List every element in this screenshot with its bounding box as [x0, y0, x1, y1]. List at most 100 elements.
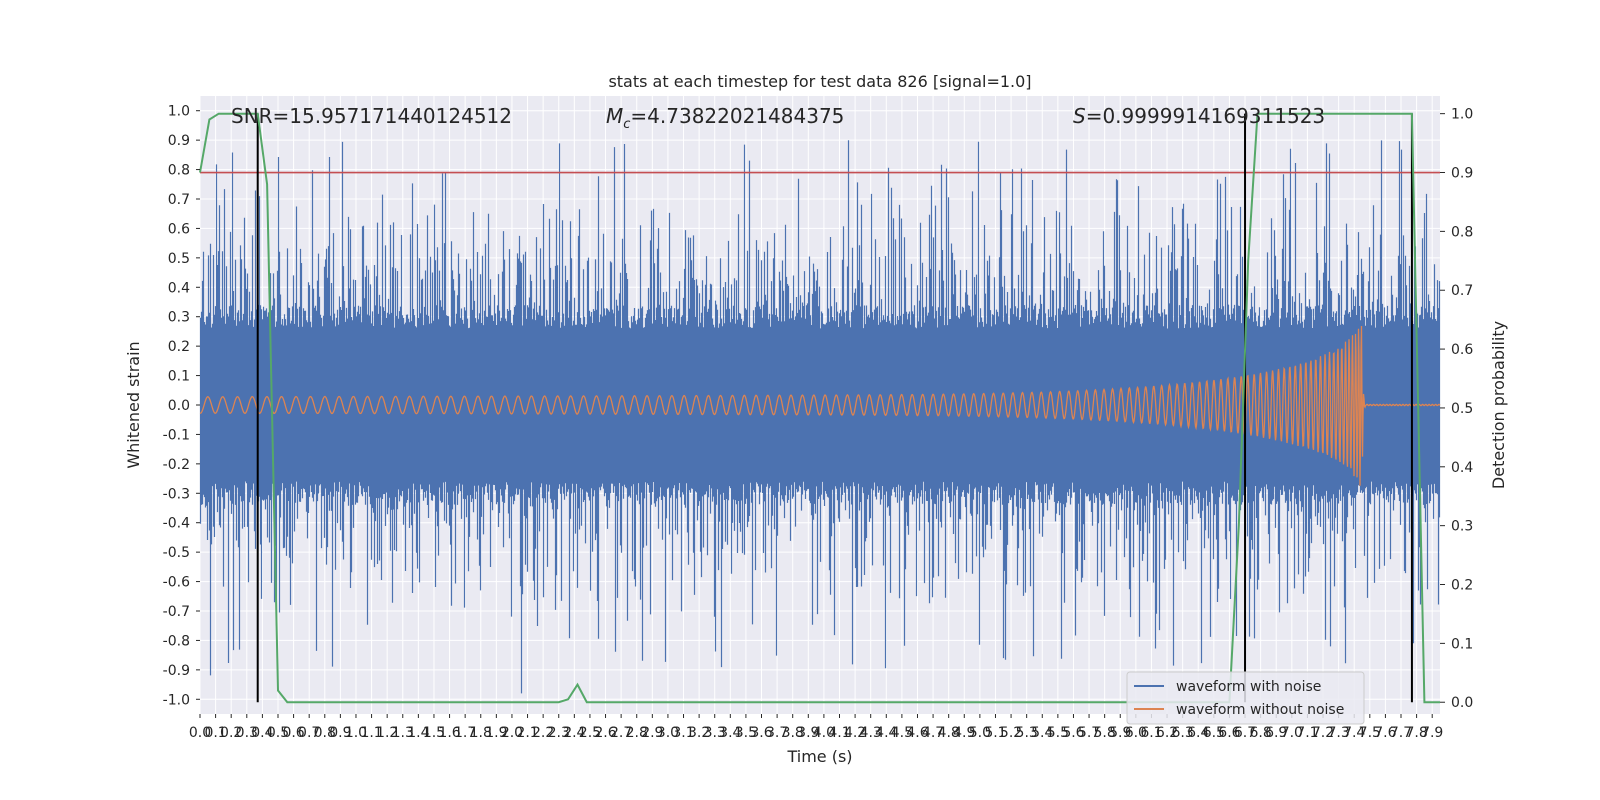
y-tick-label: 0.7 — [168, 192, 190, 208]
x-tick-label: 1.9 — [485, 725, 507, 741]
y-tick-label: 0.5 — [168, 251, 190, 267]
noisy-waveform-band — [200, 331, 1440, 479]
x-tick-label: 5.7 — [1078, 725, 1100, 741]
x-tick-label: 0.9 — [329, 725, 351, 741]
x-tick-label: 2.1 — [516, 725, 538, 741]
x-tick-label: 7.9 — [1421, 725, 1443, 741]
x-tick-label: 4.7 — [922, 725, 944, 741]
detection-probability-line — [199, 112, 1440, 704]
x-tick-label: 3.3 — [704, 725, 726, 741]
y2-ticks: 1.0 0.9 0.8 0.7 0.6 0.5 0.4 0.3 0.2 0.1 0.0 — [1440, 107, 1473, 711]
y-tick-label: 0.3 — [168, 310, 190, 326]
x-tick-label: 7.4 — [1343, 725, 1365, 741]
y2-tick-label: 0.0 — [1451, 695, 1473, 711]
x-tick-label: 3.0 — [657, 725, 679, 741]
x-tick-label: 2.5 — [579, 725, 601, 741]
x-tick-label: 4.6 — [906, 725, 928, 741]
x-tick-label: 3.6 — [750, 725, 772, 741]
y2-tick-label: 0.4 — [1451, 460, 1473, 476]
x-tick-label: 5.9 — [1109, 725, 1131, 741]
x-tick-label: 7.0 — [1281, 725, 1303, 741]
x-tick-label: 3.5 — [735, 725, 757, 741]
y2-axis-label: Detection probability — [1489, 321, 1508, 489]
x-axis-label: Time (s) — [786, 747, 852, 766]
x-tick-label: 0.6 — [282, 725, 304, 741]
x-tick-label: 5.6 — [1062, 725, 1084, 741]
legend-box — [1126, 671, 1365, 725]
y-axis-label: Whitened strain — [124, 341, 143, 468]
x-tick-label: 5.2 — [1000, 725, 1022, 741]
y-tick-label: -1.0 — [163, 692, 190, 708]
y-tick-label: 0.2 — [168, 339, 190, 355]
y-tick-label: -0.8 — [163, 633, 190, 649]
x-tick-label: 0.4 — [251, 725, 273, 741]
x-tick-label: 5.1 — [984, 725, 1006, 741]
y-tick-label: 0.0 — [168, 398, 190, 414]
y-tick-label: -0.9 — [163, 663, 190, 679]
x-tick-label: 1.0 — [345, 725, 367, 741]
x-tick-label: 5.5 — [1047, 725, 1069, 741]
x-tick-label: 4.5 — [891, 725, 913, 741]
x-tick-label: 2.0 — [501, 725, 523, 741]
x-tick-label: 2.9 — [641, 725, 663, 741]
y-tick-label: 1.0 — [168, 104, 190, 120]
x-tick-label: 6.7 — [1234, 725, 1256, 741]
y-tick-label: -0.6 — [163, 575, 190, 591]
x-tick-label: 3.9 — [797, 725, 819, 741]
x-tick-label: 5.8 — [1094, 725, 1116, 741]
y2-tick-label: 0.2 — [1451, 578, 1473, 594]
x-tick-label: 1.1 — [360, 725, 382, 741]
x-tick-label: 0.7 — [298, 725, 320, 741]
x-tick-label: 0.5 — [267, 725, 289, 741]
y-ticks: 1.0 0.9 0.8 0.7 0.6 0.5 0.4 0.3 0.2 0.1 0.0 -0.1 -0.… — [163, 104, 200, 708]
x-tick-label: 0.1 — [204, 725, 226, 741]
x-tick-label: 7.6 — [1374, 725, 1396, 741]
chirp-mass-annotation: Mc=4.73822021484375 — [606, 104, 844, 132]
x-tick-label: 3.2 — [688, 725, 710, 741]
x-tick-label: 4.0 — [813, 725, 835, 741]
x-tick-label: 1.6 — [438, 725, 460, 741]
x-tick-label: 1.2 — [376, 725, 398, 741]
x-tick-label: 2.8 — [626, 725, 648, 741]
x-tick-label: 0.2 — [220, 725, 242, 741]
x-ticks: 0.00.10.20.30.40.50.60.70.80.91.01.11.21… — [189, 714, 1443, 741]
x-tick-label: 7.5 — [1359, 725, 1381, 741]
y2-tick-label: 0.8 — [1451, 224, 1473, 240]
x-tick-label: 5.3 — [1016, 725, 1038, 741]
x-tick-label: 5.4 — [1031, 725, 1053, 741]
x-tick-label: 7.7 — [1390, 725, 1412, 741]
y-tick-label: -0.2 — [163, 457, 190, 473]
x-tick-label: 6.1 — [1140, 725, 1162, 741]
y2-tick-label: 0.7 — [1451, 283, 1473, 299]
y2-tick-label: 0.9 — [1451, 166, 1473, 182]
x-tick-label: 6.8 — [1249, 725, 1271, 741]
x-tick-label: 3.7 — [766, 725, 788, 741]
x-tick-label: 4.1 — [828, 725, 850, 741]
x-tick-label: 6.0 — [1125, 725, 1147, 741]
series-waveform-without-noise — [199, 325, 1441, 486]
x-tick-label: 3.1 — [672, 725, 694, 741]
score-value: =0.9999914169311523 — [1086, 104, 1325, 128]
x-tick-label: 7.1 — [1296, 725, 1318, 741]
x-tick-label: 1.4 — [407, 725, 429, 741]
chirp-mass-symbol: M — [606, 104, 623, 128]
y-tick-label: -0.4 — [163, 516, 190, 532]
y-tick-label: 0.9 — [168, 133, 190, 149]
chirp-mass-subscript: c — [623, 117, 630, 132]
x-tick-label: 1.7 — [454, 725, 476, 741]
x-tick-label: 2.6 — [594, 725, 616, 741]
x-tick-label: 6.2 — [1156, 725, 1178, 741]
y-tick-label: 0.6 — [168, 221, 190, 237]
clean-waveform-path — [199, 325, 1441, 486]
x-tick-label: 1.8 — [470, 725, 492, 741]
y2-tick-label: 0.5 — [1451, 401, 1473, 417]
vertical-lines — [256, 113, 1413, 703]
chirp-mass-value: =4.73822021484375 — [630, 104, 844, 128]
x-tick-label: 6.9 — [1265, 725, 1287, 741]
x-tick-label: 4.9 — [953, 725, 975, 741]
y-tick-label: -0.1 — [163, 427, 190, 443]
legend: waveform with noise waveform without noi… — [1126, 671, 1365, 725]
x-tick-label: 1.3 — [392, 725, 414, 741]
x-tick-label: 3.4 — [719, 725, 741, 741]
